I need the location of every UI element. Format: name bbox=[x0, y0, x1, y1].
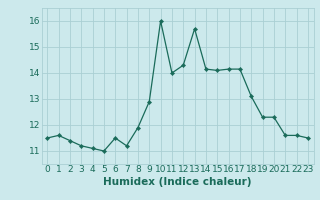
X-axis label: Humidex (Indice chaleur): Humidex (Indice chaleur) bbox=[103, 177, 252, 187]
